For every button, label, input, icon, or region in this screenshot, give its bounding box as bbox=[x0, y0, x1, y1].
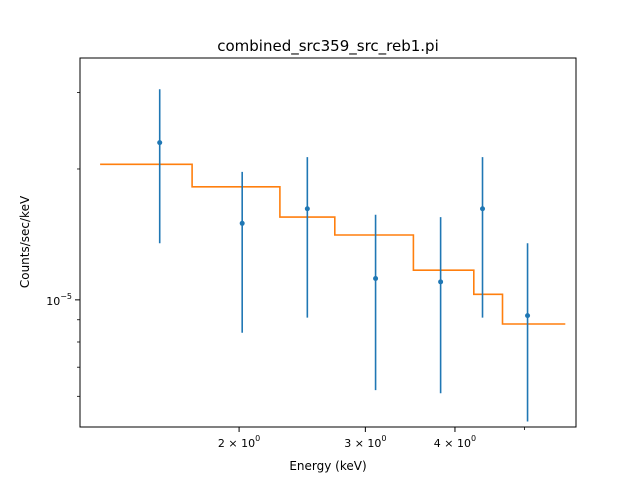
x-tick-label-3: 4 × 100 bbox=[434, 434, 476, 450]
data-point-5 bbox=[438, 279, 444, 285]
chart-title: combined_src359_src_reb1.pi bbox=[217, 37, 439, 56]
data-point-7 bbox=[525, 313, 531, 319]
data-point-3 bbox=[304, 206, 310, 212]
data-point-4 bbox=[373, 275, 379, 281]
y-axis-label: Counts/sec/keV bbox=[18, 195, 32, 288]
data-point-2 bbox=[239, 220, 245, 226]
data-point-6 bbox=[480, 206, 486, 212]
data-point-1 bbox=[157, 140, 163, 146]
x-tick-label-2: 3 × 100 bbox=[344, 434, 386, 450]
x-tick-label-1: 2 × 100 bbox=[218, 434, 260, 450]
series-layer bbox=[100, 89, 566, 422]
model-step-line bbox=[100, 163, 566, 325]
plot-frame bbox=[79, 57, 577, 428]
x-axis-label: Energy (keV) bbox=[289, 459, 366, 473]
